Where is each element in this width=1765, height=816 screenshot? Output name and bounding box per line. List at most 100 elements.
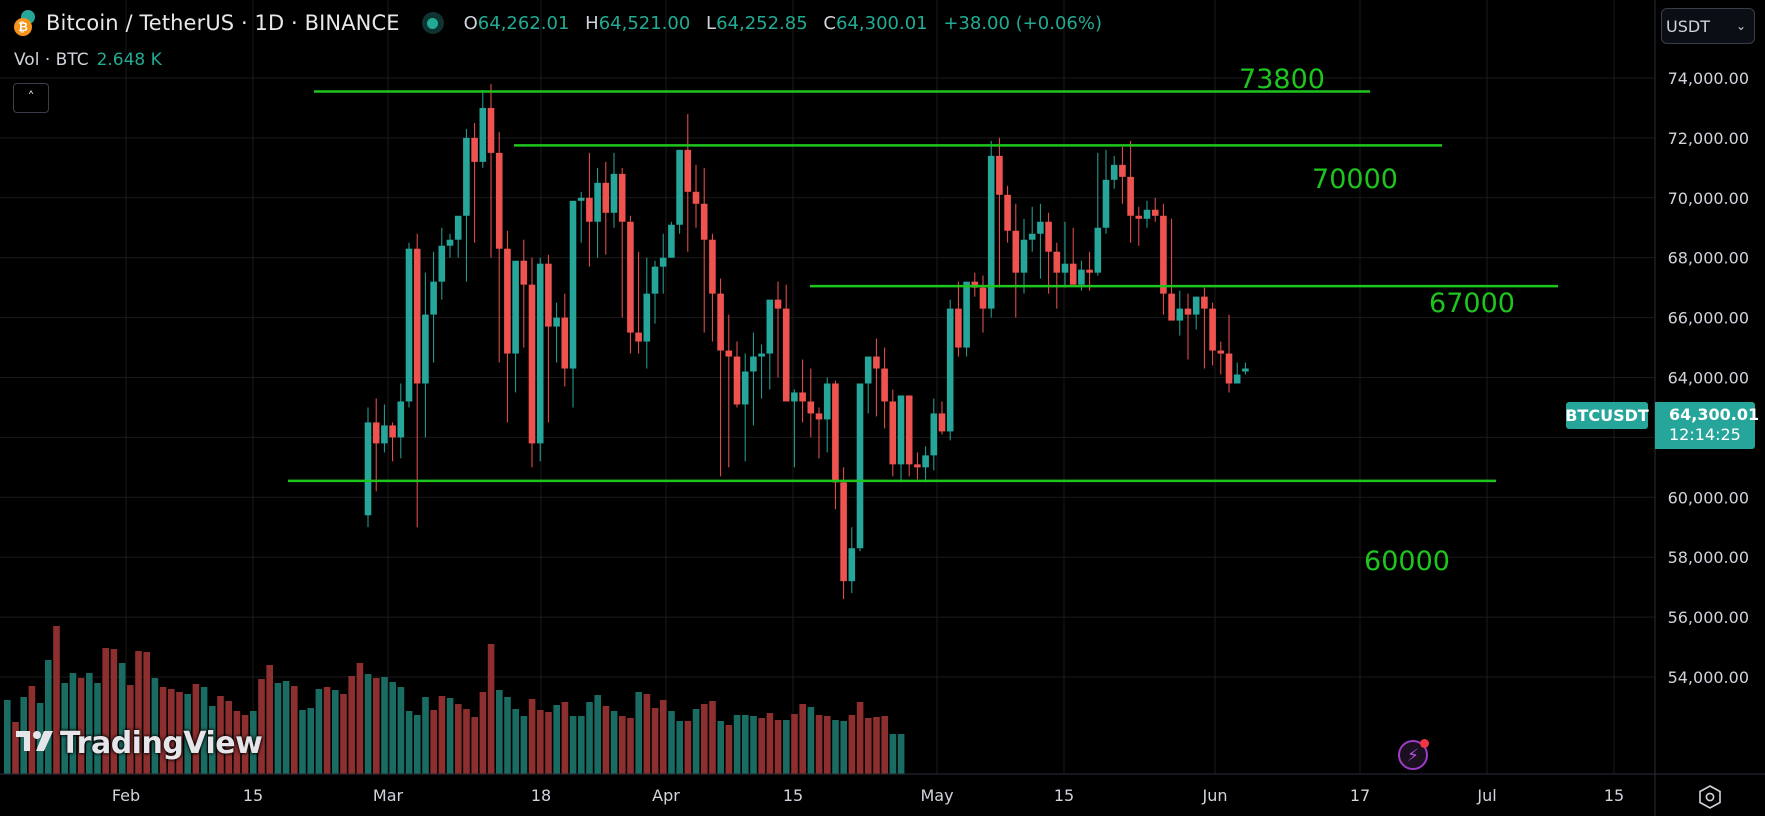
volume-bar xyxy=(799,704,806,774)
chart-settings-button[interactable] xyxy=(1697,784,1723,810)
price-tick-label: 74,000.00 xyxy=(1668,69,1749,88)
candle xyxy=(1192,296,1200,315)
volume-bar xyxy=(266,665,273,774)
candle xyxy=(405,248,413,402)
low-label: L xyxy=(706,12,717,34)
volume-bar xyxy=(102,648,109,774)
volume-bar xyxy=(594,695,601,774)
volume-bar xyxy=(446,698,454,774)
volume-bar xyxy=(143,652,150,774)
bar-countdown: 12:14:25 xyxy=(1669,425,1741,444)
volume-bar xyxy=(299,710,306,774)
volume-bar xyxy=(233,711,241,774)
volume-bar xyxy=(315,689,323,774)
price-tick-label: 72,000.00 xyxy=(1668,129,1749,148)
candle xyxy=(873,356,880,369)
level-label: 67000 xyxy=(1429,288,1515,319)
candle xyxy=(438,245,446,282)
volume-bar xyxy=(840,721,847,774)
candle xyxy=(1053,251,1061,273)
candle xyxy=(520,260,528,285)
volume-bar xyxy=(118,663,126,774)
candle xyxy=(741,371,749,405)
candle xyxy=(1086,269,1093,273)
horizontal-levels[interactable]: 73800 70000 67000 60000 xyxy=(288,64,1558,577)
volume-bar xyxy=(512,709,519,774)
candle xyxy=(536,263,544,444)
volume-bar xyxy=(192,684,200,774)
volume-bar xyxy=(69,673,77,774)
volume-bar xyxy=(373,678,380,774)
time-tick-label: 15 xyxy=(1054,786,1074,805)
candle xyxy=(733,356,741,405)
lightning-alert-button[interactable]: ⚡ xyxy=(1398,739,1429,770)
candle xyxy=(1069,263,1077,285)
candle xyxy=(389,425,396,438)
level-label: 60000 xyxy=(1364,546,1450,577)
volume-bar xyxy=(897,734,905,774)
candle xyxy=(495,152,503,249)
volume-bar xyxy=(750,716,757,774)
currency-select[interactable]: USDT ⌄ xyxy=(1661,8,1755,44)
candle xyxy=(1176,308,1184,321)
candle xyxy=(454,215,462,240)
candle xyxy=(823,383,831,420)
time-tick-label: Feb xyxy=(112,786,140,805)
candle xyxy=(996,155,1003,195)
open-value: 64,262.01 xyxy=(477,12,570,34)
candle xyxy=(1209,308,1216,351)
price-tick-label: 64,000.00 xyxy=(1668,369,1749,388)
volume-bar xyxy=(783,720,790,774)
volume-bar xyxy=(578,716,585,774)
candle xyxy=(561,317,569,369)
volume-bar xyxy=(684,721,692,774)
volume-bar xyxy=(250,711,257,774)
lightning-icon: ⚡ xyxy=(1407,746,1419,766)
price-axis[interactable]: 74,000.00 72,000.00 70,000.00 68,000.00 66,0… xyxy=(1668,69,1749,687)
price-tick-label: 60,000.00 xyxy=(1668,488,1749,507)
candle xyxy=(643,293,651,342)
volume-bar xyxy=(323,687,331,774)
volume-bar xyxy=(709,701,716,774)
volume-bar xyxy=(159,687,167,774)
chevron-down-icon: ⌄ xyxy=(1735,19,1746,33)
candle xyxy=(635,332,642,342)
volume-bar xyxy=(356,663,364,774)
volume-bar xyxy=(758,718,765,774)
volume-bar xyxy=(807,707,815,774)
volume-bar xyxy=(217,696,224,774)
close-label: C xyxy=(823,12,836,34)
candle xyxy=(627,221,634,333)
tradingview-logo[interactable]: TradingView xyxy=(16,726,263,761)
candle xyxy=(1012,230,1020,273)
volume-bar xyxy=(381,677,388,774)
volume-bar xyxy=(635,692,642,774)
last-price-value: 64,300.01 xyxy=(1669,405,1760,424)
candle xyxy=(1020,239,1028,273)
volume-bar xyxy=(537,710,544,774)
volume-legend[interactable]: Vol · BTC 2.648 K xyxy=(14,50,162,70)
time-tick-label: Apr xyxy=(652,786,680,805)
volume-bar xyxy=(291,686,298,774)
time-tick-label: 15 xyxy=(243,786,263,805)
time-axis[interactable]: Feb 15 Mar 18 Apr 15 May 15 Jun 17 Jul 15 xyxy=(112,786,1624,805)
candle xyxy=(1094,227,1102,273)
volume-bar xyxy=(553,705,560,774)
market-status-icon[interactable] xyxy=(421,12,444,34)
candle xyxy=(504,248,511,354)
symbol-title[interactable]: Bitcoin / TetherUS · 1D · BINANCE xyxy=(46,11,400,35)
volume-bar xyxy=(430,710,437,774)
volume-bar xyxy=(766,713,774,774)
candle xyxy=(676,149,683,225)
change-value: +38.00 (+0.06%) xyxy=(943,12,1102,34)
candle xyxy=(709,239,716,294)
volume-bar xyxy=(561,702,569,774)
volume-bar xyxy=(643,694,651,774)
volume-bar xyxy=(241,715,249,774)
chevron-up-icon: ˄ xyxy=(27,90,35,106)
volume-bar xyxy=(77,678,85,774)
collapse-legend-button[interactable]: ˄ xyxy=(13,83,49,113)
volume-bar xyxy=(86,673,93,774)
volume-bar xyxy=(176,692,183,774)
